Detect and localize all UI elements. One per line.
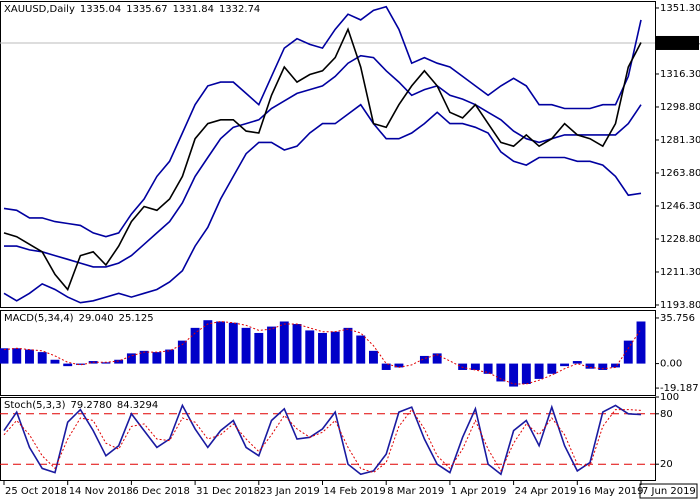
- histogram-bar: [330, 331, 340, 364]
- series-line: [3, 27, 642, 292]
- x-current-box: [639, 483, 698, 499]
- histogram-bar: [356, 335, 366, 364]
- indicator-reading: 1335.04: [80, 4, 121, 15]
- series-line: [4, 54, 642, 268]
- y-tick-label: 1351.30: [660, 3, 700, 14]
- histogram-bar: [228, 322, 238, 364]
- y-tick-label: 1228.80: [660, 234, 700, 245]
- y-tick-label: 35.756: [660, 313, 695, 324]
- panel-frame: [0, 397, 656, 481]
- histogram-bar: [279, 321, 289, 364]
- series-line: [3, 103, 642, 304]
- histogram-bar: [521, 363, 531, 385]
- histogram-bar: [165, 349, 175, 364]
- panel-frame: [0, 1, 656, 308]
- histogram-bar: [25, 349, 34, 364]
- indicator-reading: 25.125: [119, 313, 154, 324]
- x-tick-label: 24 Apr 2019: [515, 486, 577, 497]
- histogram-bar: [114, 359, 124, 364]
- y-tick-label: 100: [660, 392, 679, 403]
- histogram-bar: [216, 321, 226, 364]
- histogram-bar: [509, 363, 519, 387]
- x-tick-label: 25 Oct 2018: [5, 486, 67, 497]
- indicator-reading: 1332.74: [219, 4, 260, 15]
- histogram-bar: [496, 363, 506, 382]
- histogram-bar: [318, 332, 327, 364]
- indicator-reading: 79.2780: [70, 400, 111, 411]
- x-tick-label: 8 Mar 2019: [387, 486, 444, 497]
- histogram-bar: [203, 320, 213, 364]
- histogram-bar: [292, 324, 302, 364]
- histogram-bar: [611, 363, 620, 368]
- x-tick-label: 1 Apr 2019: [451, 486, 506, 497]
- price-tag-label: 1332.74: [659, 38, 700, 49]
- y-tick-label: 1298.80: [660, 102, 700, 113]
- y-tick-label: 1246.30: [660, 201, 700, 212]
- histogram-bar: [572, 361, 582, 364]
- histogram-bar: [152, 352, 162, 364]
- histogram-bar: [267, 326, 276, 364]
- histogram-bar: [419, 355, 429, 364]
- indicator-reading: Stoch(5,3,3): [4, 400, 66, 411]
- indicator-reading: 1335.67: [126, 4, 167, 15]
- indicator-reading: 1331.84: [173, 4, 214, 15]
- histogram-bar: [254, 332, 264, 364]
- y-tick-label: 1211.30: [660, 267, 700, 278]
- x-tick-label: 23 Jan 2019: [260, 486, 320, 497]
- y-tick-label: 0.00: [660, 359, 682, 370]
- histogram-bar: [381, 363, 391, 370]
- y-tick-label: 20: [660, 459, 673, 470]
- histogram-bar: [75, 363, 85, 365]
- indicator-reading: 29.040: [79, 313, 114, 324]
- histogram-bar: [305, 330, 315, 364]
- histogram-bar: [177, 340, 187, 364]
- histogram-bar: [560, 363, 570, 367]
- y-tick-label: -19.187: [660, 383, 699, 394]
- histogram-bar: [547, 363, 557, 374]
- histogram-bar: [623, 340, 633, 364]
- histogram-bar: [0, 348, 9, 364]
- histogram-bar: [369, 350, 378, 364]
- y-tick-label: 80: [660, 409, 673, 420]
- histogram-bar: [432, 353, 442, 364]
- price-tag: [656, 35, 699, 50]
- histogram-bar: [63, 363, 73, 367]
- y-tick-label: 1281.30: [660, 135, 700, 146]
- histogram-bar: [12, 348, 22, 364]
- histogram-bar: [139, 350, 149, 364]
- series-line: [3, 5, 642, 238]
- indicator-reading: XAUUSD,Daily: [4, 4, 75, 15]
- histogram-bar: [50, 359, 60, 364]
- x-tick-label: 16 May 2019: [578, 486, 643, 497]
- histogram-bar: [470, 363, 480, 370]
- x-tick-label: 31 Dec 2018: [196, 486, 260, 497]
- histogram-bar: [101, 362, 111, 364]
- y-tick-label: 1316.30: [660, 69, 700, 80]
- indicator-reading: MACD(5,34,4): [4, 313, 74, 324]
- histogram-bar: [598, 363, 608, 370]
- indicator-reading: 84.3294: [117, 400, 158, 411]
- histogram-bar: [636, 321, 646, 364]
- x-tick-label: 7 Jun 2019: [642, 486, 696, 497]
- series-line: [3, 320, 642, 385]
- histogram-bar: [458, 363, 468, 370]
- histogram-bar: [190, 327, 200, 364]
- x-tick-label: 14 Feb 2019: [324, 486, 386, 497]
- y-tick-label: 1263.80: [660, 168, 700, 179]
- x-tick-label: 6 Dec 2018: [132, 486, 190, 497]
- y-tick-label: 1193.80: [660, 300, 700, 311]
- histogram-bar: [37, 352, 47, 364]
- series-line: [3, 403, 642, 476]
- x-tick-label: 14 Nov 2018: [69, 486, 133, 497]
- series-line: [3, 408, 642, 474]
- histogram-bar: [534, 363, 544, 379]
- histogram-bar: [585, 363, 595, 369]
- histogram-bar: [126, 353, 136, 364]
- histogram-bar: [394, 363, 404, 368]
- histogram-bar: [343, 327, 353, 364]
- histogram-bar: [483, 363, 493, 374]
- histogram-bar: [241, 327, 251, 364]
